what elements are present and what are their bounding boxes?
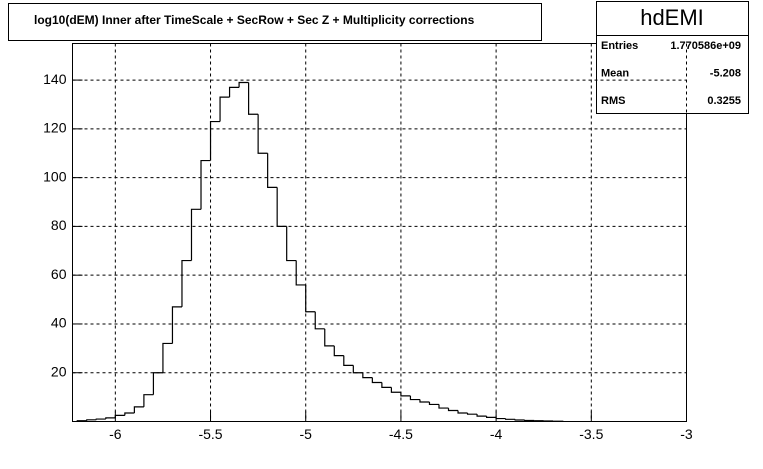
histogram-bin <box>438 404 449 409</box>
y-tick-label: 140 <box>43 71 67 87</box>
histogram-bin <box>466 412 478 415</box>
histogram-bin <box>352 365 363 374</box>
histogram-bin <box>400 392 411 397</box>
histogram-bin <box>162 342 173 373</box>
histogram-bin <box>362 372 373 379</box>
histogram-bin <box>86 419 97 421</box>
frame <box>72 43 687 422</box>
histogram-bin <box>209 120 221 161</box>
y-tick-label: 60 <box>51 266 67 282</box>
histogram-bin <box>295 260 306 286</box>
histogram-bin <box>447 408 459 412</box>
histogram-bin <box>514 419 525 421</box>
y-tick-label: 80 <box>51 217 67 233</box>
x-tick-label: -6 <box>109 426 122 442</box>
histogram-bin <box>381 382 392 388</box>
histogram-bin <box>409 395 420 401</box>
x-tick-label: -3.5 <box>579 426 603 442</box>
stats-label: RMS <box>601 95 625 107</box>
stats-label: Entries <box>601 40 638 52</box>
histogram-bin <box>114 414 125 418</box>
histogram-bin <box>276 187 287 228</box>
y-tick-label: 100 <box>43 168 67 184</box>
histogram-bin <box>419 399 430 403</box>
y-tick-label: 120 <box>43 120 67 136</box>
histogram-bin <box>267 153 278 188</box>
histogram-bin <box>95 418 106 420</box>
histogram-bin <box>314 311 325 330</box>
x-tick-label: -4.5 <box>389 426 413 442</box>
x-tick-label: -5.5 <box>198 426 222 442</box>
histogram-bin <box>305 284 316 313</box>
histogram-bin <box>190 208 202 261</box>
histogram-bin <box>181 259 192 307</box>
histogram-bin <box>505 418 516 420</box>
histogram-bin <box>390 387 401 393</box>
histogram-bin <box>343 355 354 367</box>
histogram-bin <box>333 345 344 357</box>
histogram-bin <box>143 394 154 407</box>
histogram-bin <box>324 328 335 347</box>
histogram-bin <box>428 401 439 406</box>
stats-name: hdEMI <box>640 5 704 30</box>
y-tick-label: 40 <box>51 315 67 331</box>
histogram-bin <box>485 416 497 418</box>
x-tick-label: -3 <box>680 426 693 442</box>
histogram-bin <box>228 86 240 98</box>
stats-label: Mean <box>601 67 629 79</box>
histogram-bin <box>371 377 382 384</box>
histogram-bin <box>200 159 211 210</box>
stats-value: 0.3255 <box>707 95 741 107</box>
stats-box <box>596 1 749 114</box>
stats-value: -5.208 <box>710 67 741 79</box>
histogram-bin <box>248 82 259 115</box>
histogram-bin <box>171 306 182 344</box>
histogram-bin <box>152 372 163 395</box>
x-tick-label: -4 <box>490 426 503 442</box>
histogram-bin <box>124 412 135 416</box>
histogram-bin <box>495 417 506 420</box>
x-tick-label: -5 <box>299 426 312 442</box>
histogram-bin <box>238 81 249 88</box>
stats-value: 1.770586e+09 <box>670 40 741 52</box>
histogram-bin <box>76 420 87 422</box>
histogram-bin <box>133 406 144 413</box>
histogram-bin <box>457 410 468 414</box>
y-tick-label: 20 <box>51 363 67 379</box>
histogram-bin <box>286 226 297 262</box>
chart-title: log10(dEM) Inner after TimeScale + SecRo… <box>34 13 475 27</box>
histogram-bin <box>219 96 230 122</box>
histogram-bin <box>105 417 116 420</box>
histogram-bin <box>476 414 487 417</box>
title-box <box>8 3 542 41</box>
histogram-bin <box>257 114 268 154</box>
